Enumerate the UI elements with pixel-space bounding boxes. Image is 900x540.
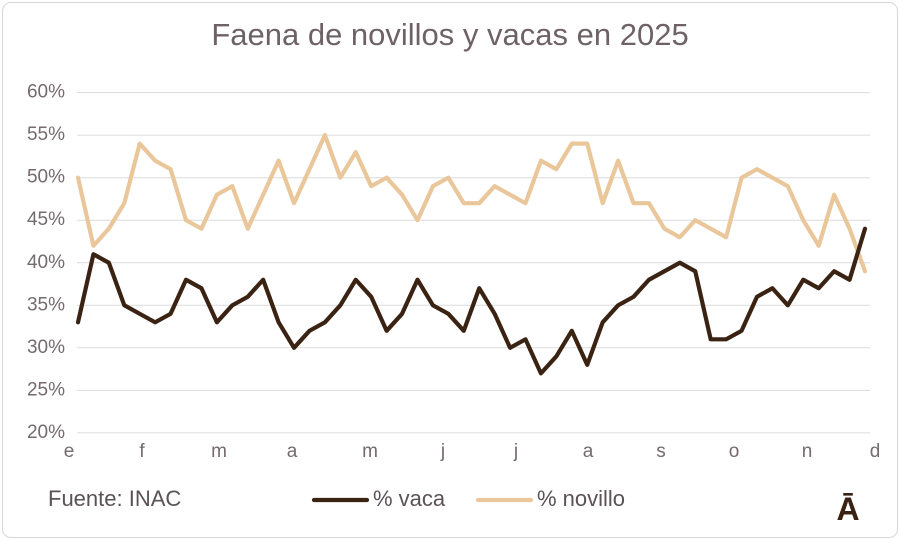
svg-text:45%: 45%	[27, 209, 65, 230]
svg-text:d: d	[870, 441, 881, 462]
svg-text:% vaca: % vaca	[373, 486, 446, 511]
svg-text:% novillo: % novillo	[537, 486, 625, 511]
svg-text:j: j	[440, 441, 445, 462]
svg-text:j: j	[513, 441, 518, 462]
svg-text:60%: 60%	[27, 82, 65, 103]
svg-text:m: m	[362, 441, 378, 462]
svg-text:25%: 25%	[27, 379, 65, 400]
svg-text:50%: 50%	[27, 167, 65, 188]
svg-text:20%: 20%	[27, 422, 65, 443]
svg-text:a: a	[287, 441, 298, 462]
svg-text:Ā: Ā	[836, 491, 859, 527]
svg-text:o: o	[729, 441, 740, 462]
svg-text:a: a	[583, 441, 594, 462]
svg-text:f: f	[139, 441, 145, 462]
svg-text:55%: 55%	[27, 124, 65, 145]
svg-text:30%: 30%	[27, 337, 65, 358]
svg-text:m: m	[211, 441, 227, 462]
svg-text:Fuente: INAC: Fuente: INAC	[48, 486, 181, 511]
svg-text:40%: 40%	[27, 252, 65, 273]
svg-text:n: n	[802, 441, 813, 462]
svg-text:s: s	[656, 441, 666, 462]
svg-text:35%: 35%	[27, 294, 65, 315]
svg-text:e: e	[64, 441, 75, 462]
